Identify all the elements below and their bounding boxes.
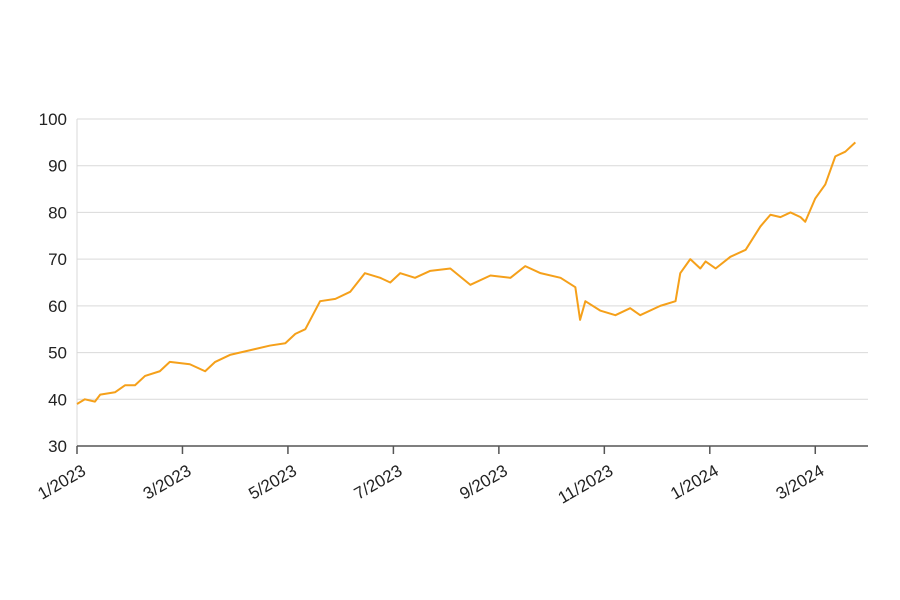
y-tick-label: 30 xyxy=(48,437,67,456)
y-tick-label: 100 xyxy=(39,110,67,129)
x-tick-label: 7/2023 xyxy=(351,461,406,503)
x-tick-label: 9/2023 xyxy=(456,461,511,503)
x-tick-label: 1/2024 xyxy=(667,461,722,503)
y-tick-label: 90 xyxy=(48,157,67,176)
y-tick-label: 40 xyxy=(48,390,67,409)
y-tick-label: 70 xyxy=(48,250,67,269)
x-tick-label: 3/2024 xyxy=(773,461,828,503)
series-line xyxy=(76,141,857,405)
x-tick-label: 3/2023 xyxy=(140,461,195,503)
y-tick-label: 60 xyxy=(48,297,67,316)
y-tick-label: 80 xyxy=(48,203,67,222)
x-tick-label: 1/2023 xyxy=(34,461,89,503)
y-tick-label: 50 xyxy=(48,344,67,363)
x-tick-label: 11/2023 xyxy=(555,461,617,508)
x-tick-label: 5/2023 xyxy=(245,461,300,503)
